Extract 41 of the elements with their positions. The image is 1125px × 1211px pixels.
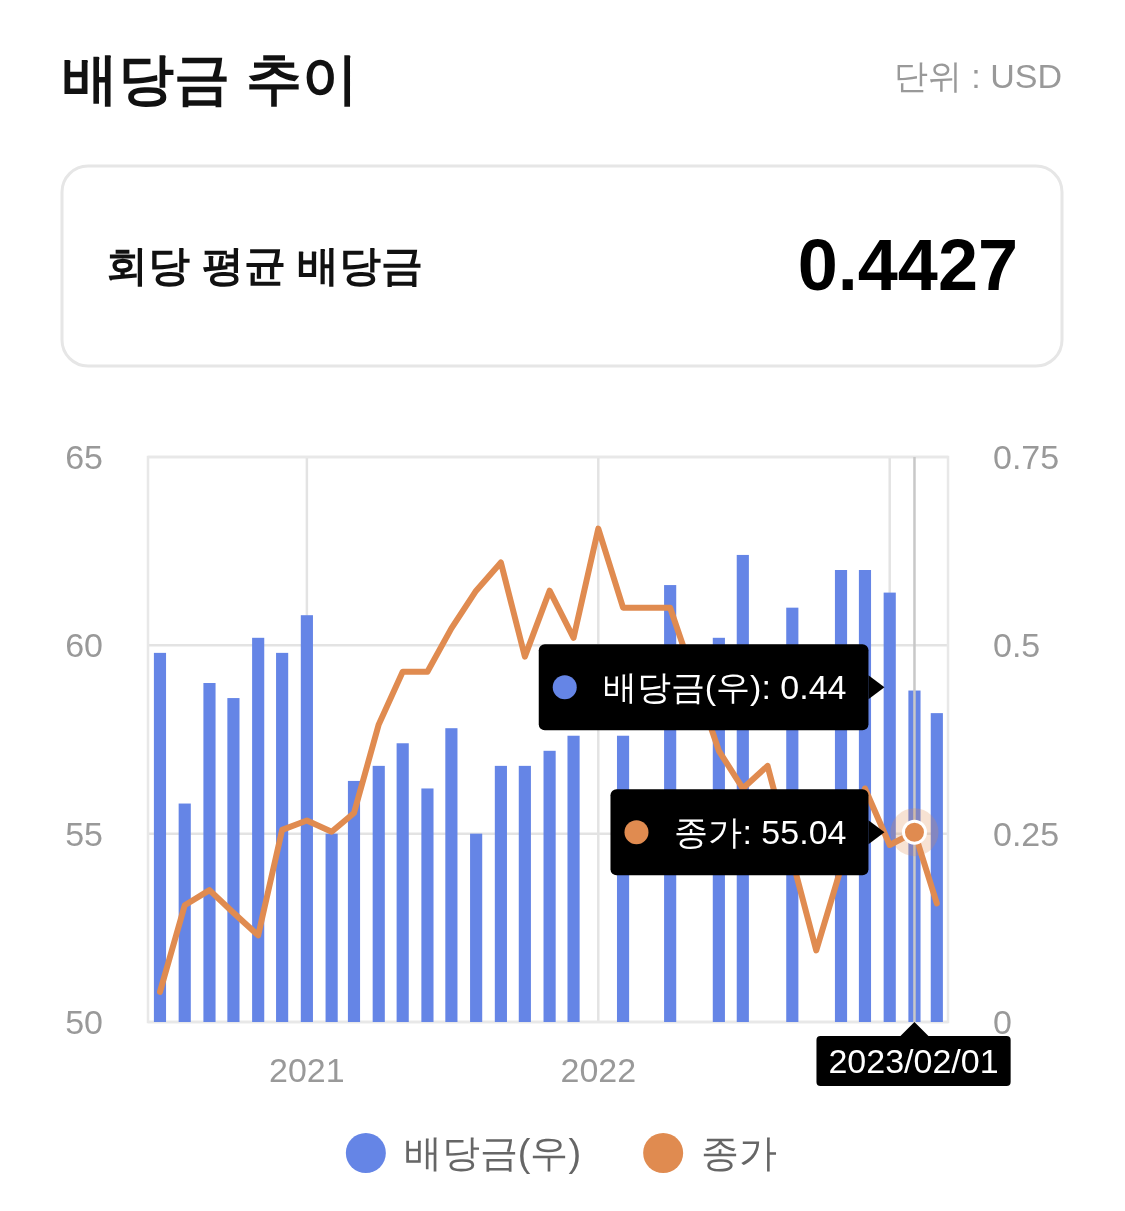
bar	[252, 637, 265, 1022]
x-tick-label: 2022	[560, 1051, 637, 1089]
bar	[276, 652, 289, 1022]
x-tick-label: 2021	[269, 1051, 345, 1089]
annotation: 종가: 55.04	[674, 813, 847, 852]
y2-tick-label: 0.25	[993, 814, 1060, 853]
bar	[421, 788, 434, 1022]
bar	[445, 728, 458, 1022]
y2-tick-label: 0	[993, 1003, 1012, 1041]
bar	[153, 652, 167, 1022]
legend-label: 배당금(우)	[403, 1132, 582, 1174]
chart-title: 배당금 추이	[62, 47, 358, 110]
bar	[518, 765, 531, 1022]
bar	[178, 803, 191, 1022]
text: 단위 : USD	[893, 57, 1062, 95]
bar	[396, 743, 409, 1022]
text: 회당 평균 배당금	[106, 242, 424, 289]
annotation: 배당금(우): 0.44	[602, 668, 847, 707]
bar	[203, 683, 216, 1022]
y2-tick-label: 0.5	[993, 626, 1041, 665]
bar	[470, 833, 483, 1022]
bar	[930, 713, 943, 1022]
bar	[567, 735, 580, 1022]
bar	[494, 765, 507, 1022]
bar	[300, 615, 313, 1022]
y-tick-label: 65	[65, 438, 103, 476]
bar	[227, 698, 240, 1022]
bar	[372, 765, 385, 1022]
y2-tick-label: 0.75	[993, 438, 1060, 476]
tooltip: 배당금(우): 0.44	[538, 644, 885, 731]
text: 0.4427	[797, 225, 1018, 305]
y-tick-label: 60	[65, 626, 103, 665]
bar	[543, 750, 556, 1022]
y-tick-label: 50	[65, 1003, 103, 1041]
legend-label: 종가	[701, 1132, 778, 1174]
y-tick-label: 55	[65, 814, 103, 853]
annotation: 2023/02/01	[828, 1042, 999, 1080]
bar	[883, 592, 896, 1022]
tooltip: 종가: 55.04	[610, 789, 885, 876]
bar	[347, 780, 361, 1022]
bar	[325, 833, 338, 1022]
